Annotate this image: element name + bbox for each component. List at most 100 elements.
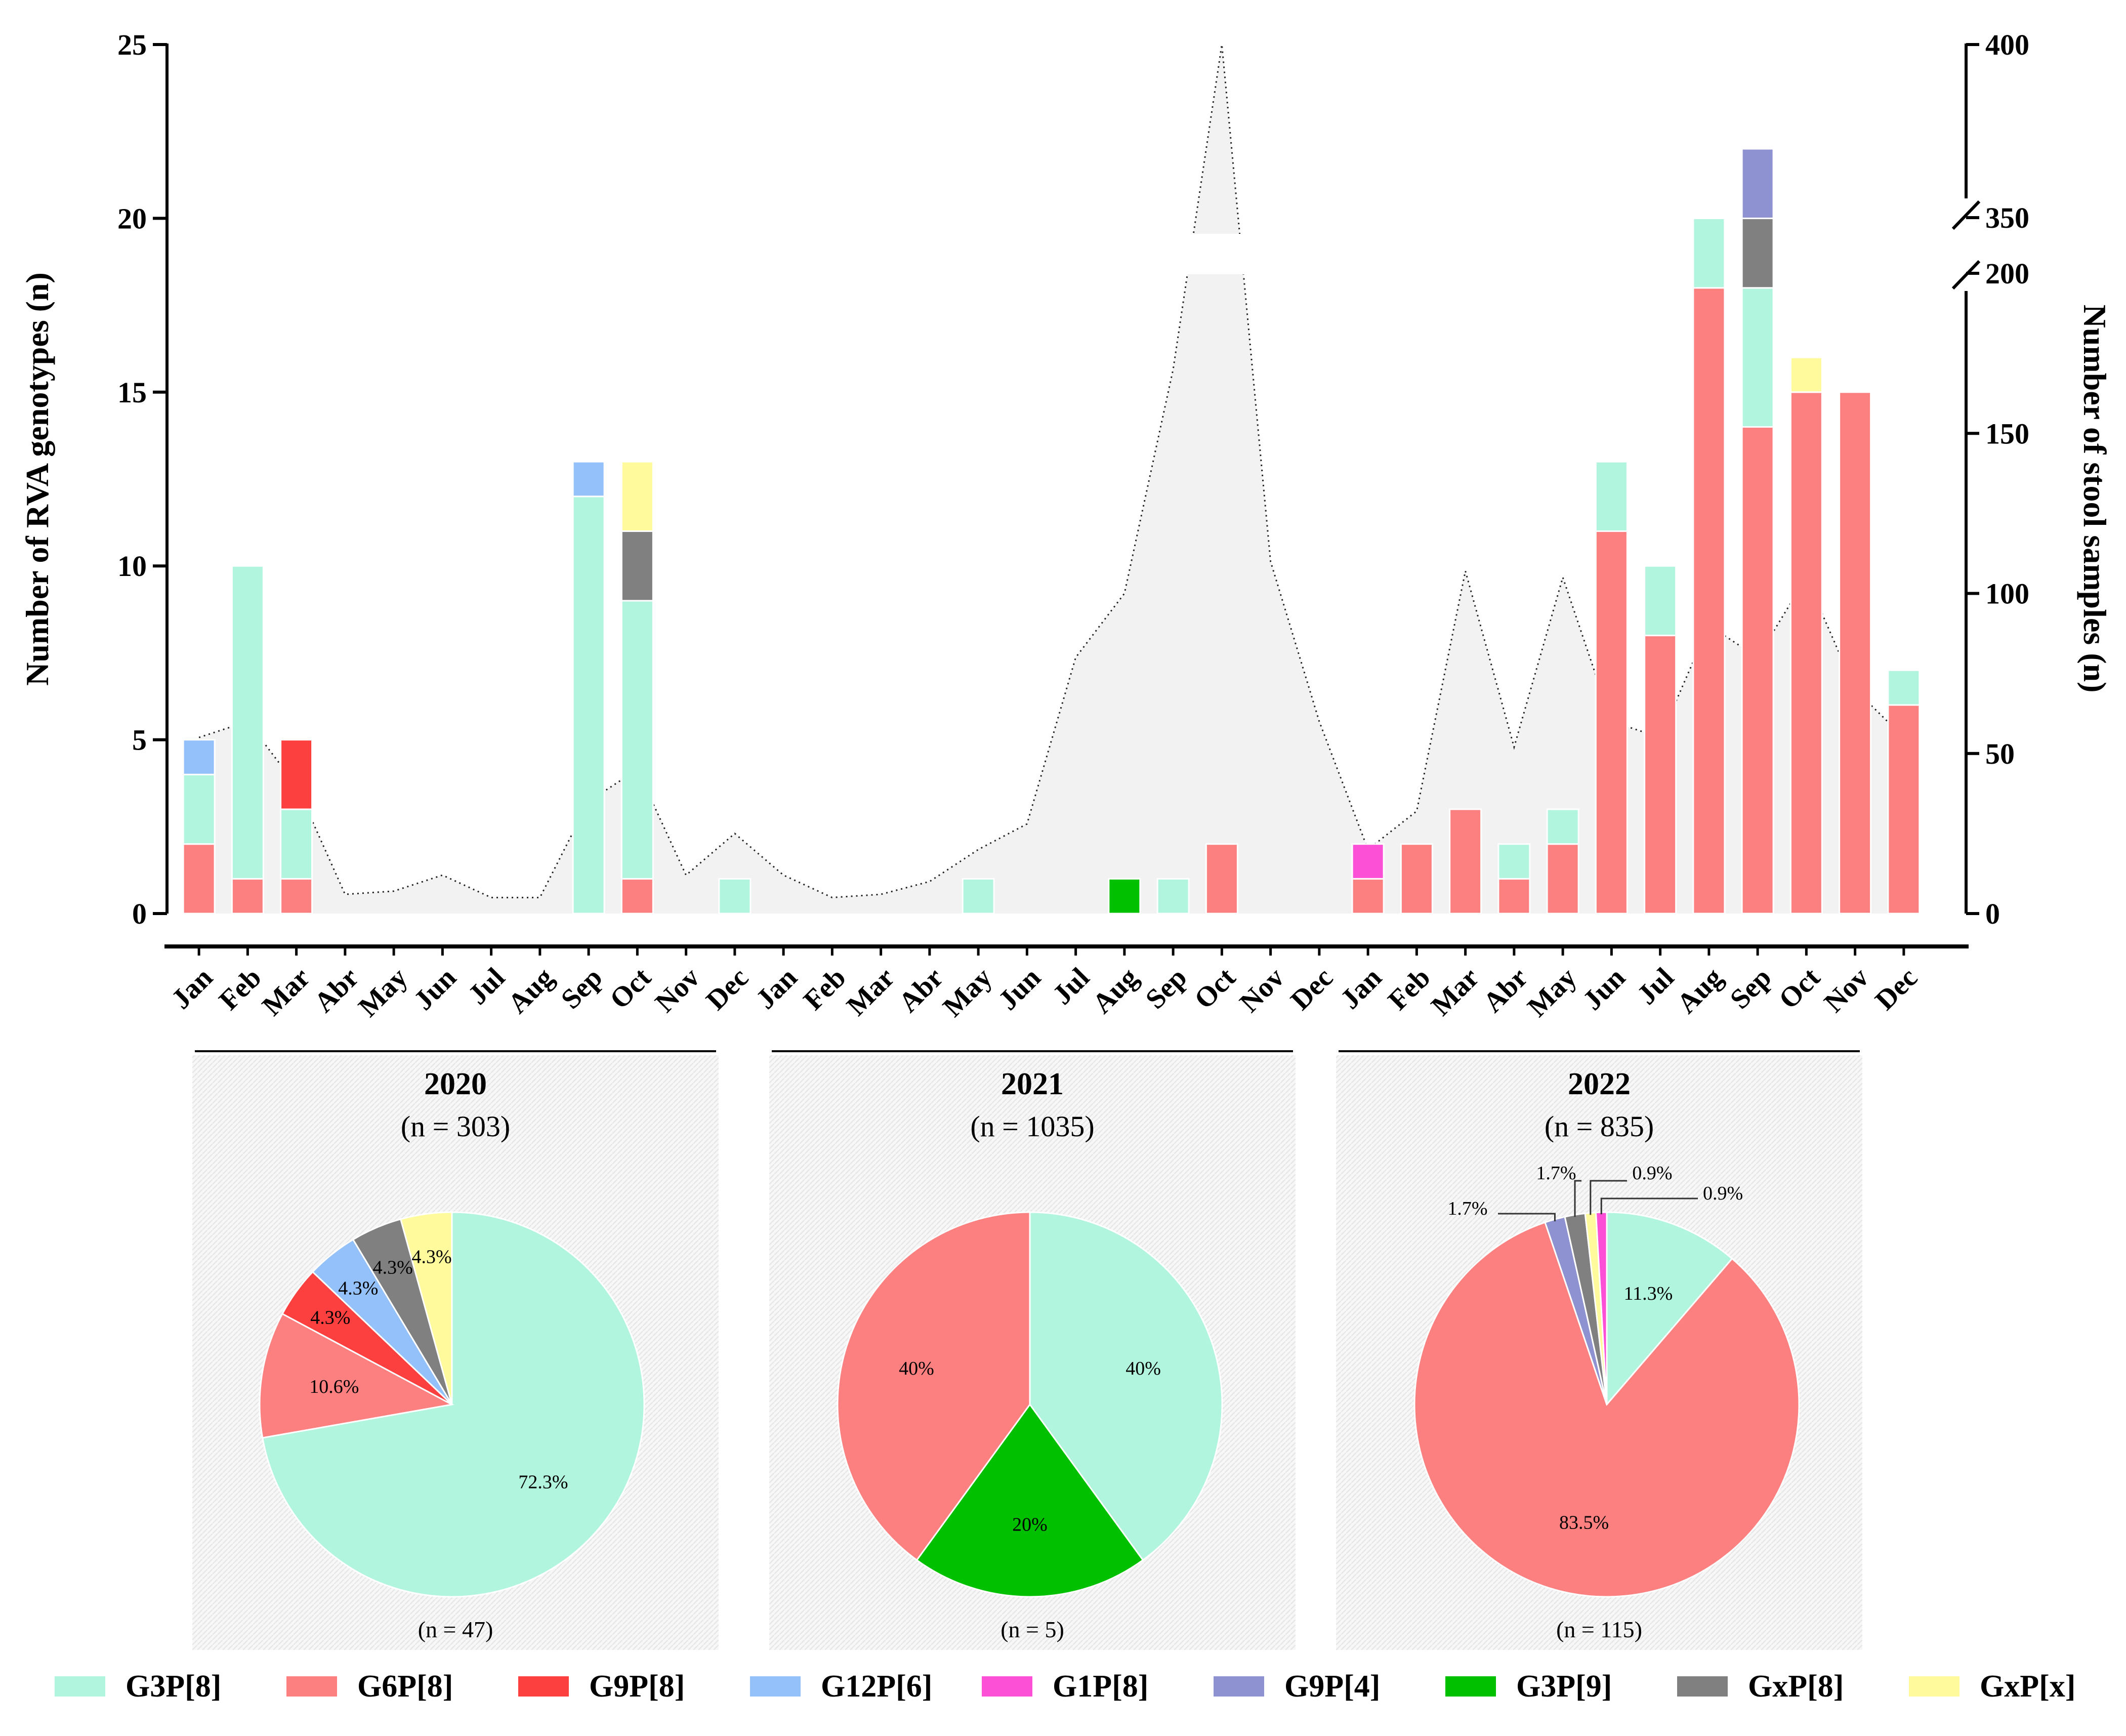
bar-G6P[8]-26 — [1449, 808, 1482, 915]
pie-title: 2022 — [1568, 1067, 1631, 1101]
area-axis-break — [1179, 234, 1255, 274]
x-tick-label: Oct — [1188, 962, 1242, 1015]
bar-G6P[8]-24 — [1351, 878, 1385, 915]
legend-swatch-G3P[8] — [55, 1676, 105, 1697]
bar-G3P[8]-16 — [962, 878, 995, 915]
pie-slice-label: 72.3% — [518, 1471, 568, 1493]
bar-G6P[8]-34 — [1839, 391, 1872, 915]
stool-samples-area — [199, 45, 1904, 914]
bar-G3P[8]-31 — [1692, 217, 1726, 289]
pie-slice-label: 20% — [1012, 1514, 1048, 1536]
x-tick-label: May — [1522, 962, 1583, 1023]
x-tick-label: Oct — [1773, 962, 1826, 1015]
y2-tick-label: 150 — [1985, 417, 2029, 450]
bar-G6P[8]-1 — [231, 878, 264, 915]
pie-slice-GxP[x] — [399, 1211, 453, 1405]
x-tick-label: Abr — [1477, 962, 1534, 1018]
bar-G3P[8]-0 — [182, 773, 216, 845]
pie-subtitle: (n = 1035) — [970, 1110, 1094, 1143]
x-tick-label: Nov — [649, 962, 706, 1018]
bar-G3P[8]-20 — [1156, 878, 1190, 915]
legend-swatch-GxP[x] — [1909, 1676, 1960, 1697]
pie-slice-label: 4.3% — [310, 1307, 350, 1328]
x-tick-label: Dec — [1284, 962, 1339, 1016]
pie-slice-G3P[8] — [1606, 1211, 1733, 1407]
bar-G3P[8]-27 — [1497, 843, 1531, 880]
x-tick-label: Feb — [213, 962, 268, 1016]
x-tick-label: Jun — [408, 962, 463, 1016]
x-tick-label: Dec — [700, 962, 755, 1016]
bar-G6P[8]-9 — [620, 878, 654, 915]
pie-slice-label: 4.3% — [338, 1278, 378, 1299]
pie-slice-label: 40% — [899, 1358, 934, 1379]
y-tick-label: 25 — [117, 28, 147, 61]
bar-G3P[8]-8 — [572, 495, 605, 915]
x-tick-label: May — [353, 962, 414, 1023]
y-tick-label: 20 — [117, 202, 147, 235]
y2-axis-label: Number of stool samples (n) — [2077, 305, 2113, 693]
pie-callout-line — [1574, 1180, 1581, 1217]
legend-label: G3P[9] — [1516, 1669, 1612, 1704]
legend-label: G3P[8] — [126, 1669, 221, 1704]
pie-slice-G3P[9] — [915, 1403, 1144, 1598]
pie-slice-label: 1.7% — [1447, 1198, 1487, 1219]
y-tick-label: 10 — [117, 550, 147, 583]
x-tick-label: Nov — [1818, 962, 1875, 1018]
x-tick-label: May — [937, 962, 998, 1023]
pie-subtitle: (n = 303) — [401, 1110, 510, 1143]
bar-G12P[6]-8 — [572, 461, 605, 498]
bar-G3P[8]-28 — [1546, 808, 1579, 845]
x-tick-label: Jan — [1335, 962, 1388, 1015]
y2-tick-label: 350 — [1985, 201, 2029, 234]
pie-slice-G3P[8] — [1029, 1211, 1223, 1561]
x-tick-label: Jul — [1047, 962, 1096, 1011]
y2-tick-label: 200 — [1985, 257, 2029, 290]
x-tick-label: Sep — [1724, 962, 1777, 1015]
x-tick-label: Jan — [750, 962, 803, 1015]
pie-slice-label: 0.9% — [1632, 1163, 1672, 1184]
x-tick-label: Mar — [256, 962, 316, 1022]
x-tick-label: Abr — [308, 962, 365, 1018]
legend-swatch-G9P[4] — [1214, 1676, 1264, 1697]
y-tick-label: 0 — [132, 897, 147, 930]
legend-label: G9P[8] — [589, 1669, 685, 1704]
legend-label: G9P[4] — [1284, 1669, 1380, 1704]
x-tick-label: Aug — [502, 962, 560, 1019]
bar-G3P[8]-35 — [1887, 669, 1921, 706]
y2-tick-label: 400 — [1985, 28, 2029, 61]
bar-G3P[8]-32 — [1741, 287, 1774, 428]
y-tick-label: 15 — [117, 376, 147, 409]
legend-swatch-G9P[8] — [518, 1676, 569, 1697]
pie-slice-G6P[8] — [1413, 1221, 1800, 1598]
bar-G6P[8]-21 — [1205, 843, 1238, 915]
bar-G3P[8]-2 — [280, 808, 313, 880]
pie-slice-label: 11.3% — [1624, 1283, 1673, 1304]
legend-label: G1P[8] — [1053, 1669, 1148, 1704]
pie-subtitle: (n = 835) — [1545, 1110, 1654, 1143]
bar-G6P[8]-28 — [1546, 843, 1579, 915]
x-tick-label: Oct — [604, 962, 657, 1015]
bar-G3P[8]-29 — [1595, 461, 1628, 532]
pie-total-label: (n = 115) — [1556, 1617, 1642, 1642]
x-tick-label: Jun — [1577, 962, 1632, 1016]
legend-label: GxP[8] — [1748, 1669, 1844, 1704]
bar-GxP[8]-9 — [620, 530, 654, 602]
bar-G3P[9]-19 — [1108, 878, 1141, 915]
bar-G6P[8]-29 — [1595, 530, 1628, 915]
pie-total-label: (n = 47) — [418, 1617, 493, 1642]
pie-slice-label: 10.6% — [309, 1376, 359, 1397]
bar-G9P[4]-32 — [1741, 148, 1774, 219]
pie-slice-G6P[8] — [837, 1211, 1031, 1561]
bar-G6P[8]-0 — [182, 843, 216, 915]
bar-G3P[8]-9 — [620, 600, 654, 880]
y2-break-mark-1 — [1951, 200, 1981, 230]
bar-GxP[x]-33 — [1789, 356, 1823, 393]
x-tick-label: Aug — [1087, 962, 1144, 1019]
stool-samples-line — [198, 44, 1904, 898]
y2-tick-label: 100 — [1985, 577, 2029, 610]
bar-G6P[8]-2 — [280, 878, 313, 915]
pie-slice-label: 40% — [1125, 1358, 1161, 1379]
legend-swatch-GxP[8] — [1677, 1676, 1728, 1697]
x-tick-label: Sep — [555, 962, 608, 1015]
